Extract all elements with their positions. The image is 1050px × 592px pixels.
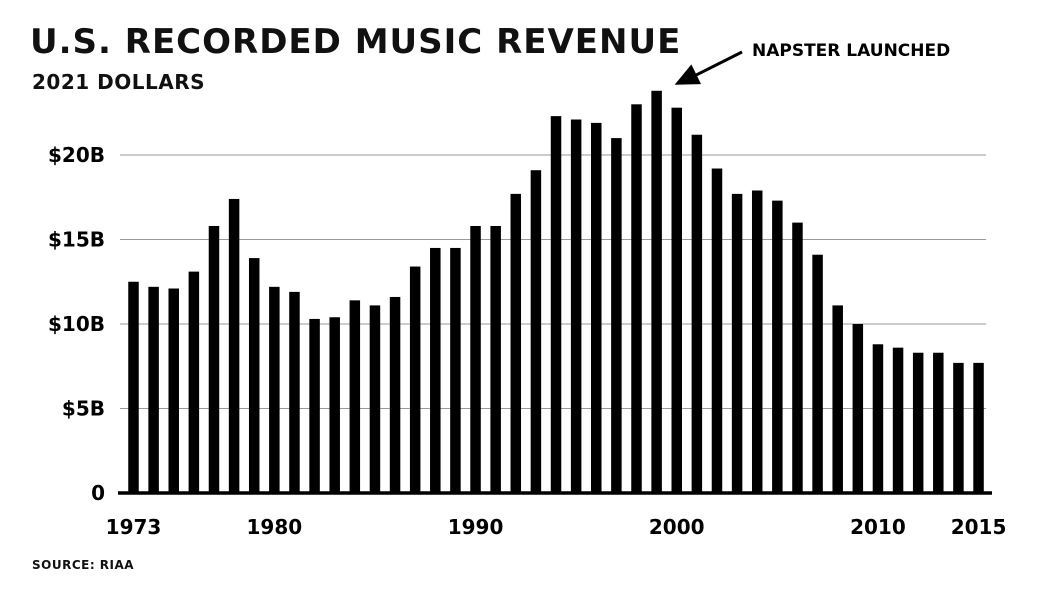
bar [711, 168, 723, 493]
bar [148, 286, 159, 493]
x-tick-label: 1980 [247, 515, 303, 539]
bar [852, 324, 864, 493]
bar [128, 281, 139, 493]
annotations: NAPSTER LAUNCHED [674, 41, 950, 85]
bar [691, 134, 703, 493]
bar [611, 138, 622, 493]
x-tick-label: 2010 [850, 515, 906, 539]
y-tick-label: 0 [91, 481, 105, 505]
bar [751, 190, 763, 494]
y-tick-label: $5B [62, 397, 105, 421]
bar [651, 90, 662, 493]
bar [490, 225, 501, 494]
bar [832, 305, 843, 493]
bar [872, 344, 884, 493]
bar [389, 296, 401, 493]
x-tick-label: 2000 [649, 515, 705, 539]
bar [470, 225, 481, 494]
bar [530, 170, 542, 493]
bar [248, 258, 260, 493]
bar [731, 193, 743, 493]
x-tick-label: 1973 [106, 515, 162, 539]
bar [671, 107, 682, 494]
bar [933, 352, 944, 493]
bar [208, 225, 220, 494]
chart-subtitle: 2021 DOLLARS [32, 70, 206, 94]
x-tick-label: 2015 [951, 515, 1007, 539]
bar [591, 122, 602, 493]
bar [953, 362, 964, 493]
bar [269, 286, 280, 493]
x-tick-labels: 1973 1980 1990 2000 2010 2015 [106, 515, 1007, 539]
annotation-arrow-head [674, 64, 702, 85]
bar [168, 288, 179, 493]
chart-title: U.S. RECORDED MUSIC REVENUE [30, 22, 682, 62]
y-tick-label: $20B [48, 143, 105, 167]
bar [792, 222, 803, 493]
x-tick-label: 1990 [448, 515, 504, 539]
bar [329, 317, 340, 493]
bar [812, 254, 823, 493]
bar [570, 119, 582, 493]
bar [289, 291, 300, 493]
bar [510, 193, 522, 493]
bar [430, 247, 441, 493]
source-note: SOURCE: RIAA [32, 558, 135, 572]
bar [409, 266, 421, 493]
y-tick-label: $10B [48, 312, 105, 336]
bar [892, 347, 904, 493]
bar [349, 300, 361, 493]
bar [772, 200, 783, 493]
bar [631, 104, 642, 494]
bar [912, 352, 924, 493]
y-tick-label: $15B [48, 228, 105, 252]
annotation-arrow-shaft [691, 50, 743, 79]
bar [188, 271, 200, 493]
bar [309, 318, 320, 493]
annotation-label: NAPSTER LAUNCHED [752, 41, 950, 61]
y-tick-labels: 0 $5B $10B $15B $20B [48, 143, 105, 505]
bar [450, 247, 461, 493]
bar [228, 198, 240, 493]
bar [369, 305, 381, 493]
bar [550, 116, 562, 493]
bars [128, 90, 984, 494]
bar [973, 362, 984, 493]
